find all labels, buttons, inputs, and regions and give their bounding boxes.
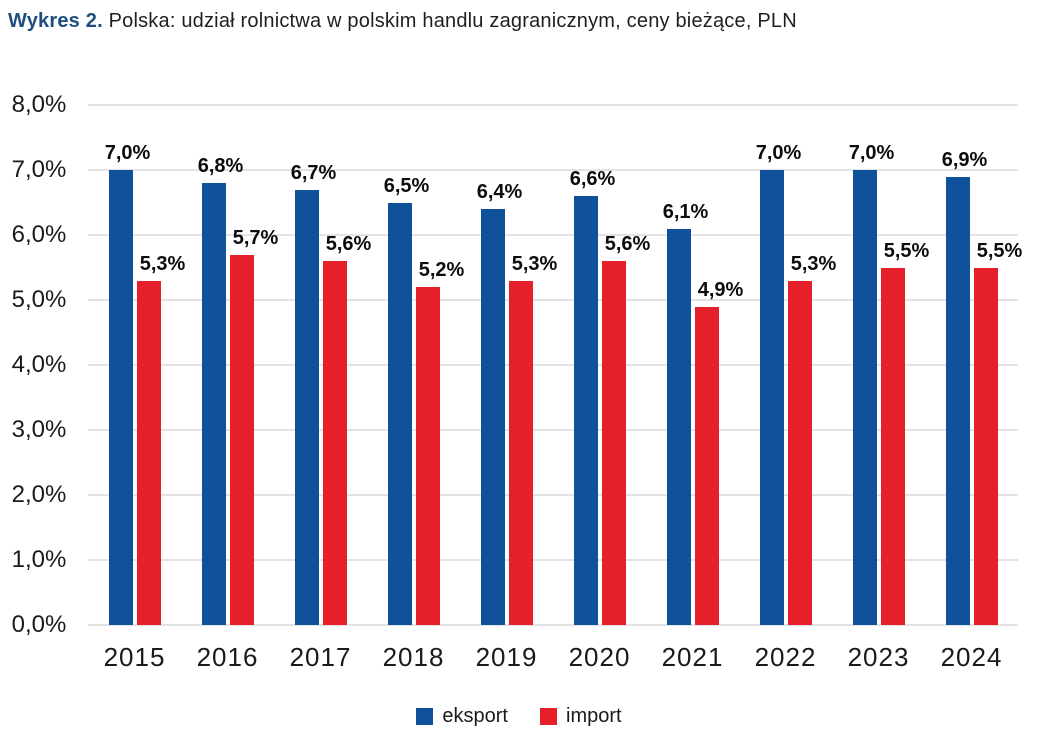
bar-value-label: 5,3% bbox=[139, 252, 186, 275]
x-tick-label-2016: 2016 bbox=[196, 642, 259, 672]
x-tick-label-2021: 2021 bbox=[661, 642, 724, 672]
y-tick-label: 0,0% bbox=[11, 611, 67, 638]
bar-value-label: 7,0% bbox=[848, 142, 895, 164]
legend-swatch-icon bbox=[540, 708, 557, 725]
bar-value-label: 5,6% bbox=[604, 233, 651, 255]
x-tick-label-2022: 2022 bbox=[754, 642, 817, 672]
bar-group-2018: 6,5% 5,2% bbox=[367, 105, 464, 625]
bar-import-2019: 5,3% bbox=[508, 253, 557, 625]
gridline bbox=[88, 364, 1018, 366]
bar-eksport-2017: 6,7% bbox=[291, 162, 336, 625]
legend-swatch-icon bbox=[416, 708, 434, 725]
bar-group-2015: 7,0% 5,3% bbox=[88, 105, 185, 625]
bar-group-2016: 6,8% 5,7% bbox=[181, 105, 278, 625]
bar-group-2021: 6,1% 4,9% bbox=[646, 105, 743, 625]
bar-value-label: 6,5% bbox=[383, 174, 430, 197]
legend: eksport import bbox=[0, 705, 1038, 728]
gridline bbox=[88, 104, 1018, 106]
legend-item-eksport: eksport bbox=[416, 705, 508, 728]
bar-import-2015: 5,3% bbox=[136, 253, 185, 625]
legend-label: import bbox=[566, 705, 622, 727]
y-tick-label: 6,0% bbox=[11, 221, 67, 248]
bar-import-2016: 5,7% bbox=[229, 227, 278, 625]
gridline bbox=[88, 559, 1018, 561]
bar-import-2024: 5,5% bbox=[973, 240, 1022, 625]
gridline bbox=[88, 169, 1018, 171]
gridline bbox=[88, 234, 1018, 236]
bar-group-2024: 6,9% 5,5% bbox=[925, 105, 1022, 625]
bar-import-2017: 5,6% bbox=[322, 233, 371, 625]
bar-value-label: 4,9% bbox=[697, 278, 744, 301]
gridline bbox=[88, 494, 1018, 496]
bar-eksport-2020: 6,6% bbox=[570, 168, 615, 625]
bar-eksport-2019: 6,4% bbox=[477, 181, 522, 625]
x-axis-labels: 2015 2016 2017 2018 2019 2020 2021 2022 2023 2024 bbox=[88, 642, 1018, 673]
bar-eksport-2021: 6,1% bbox=[663, 201, 708, 625]
bar-value-label: 6,1% bbox=[662, 200, 709, 223]
bar-group-2023: 7,0% 5,5% bbox=[832, 105, 929, 625]
x-tick-label-2020: 2020 bbox=[568, 642, 631, 672]
bar-import-2023: 5,5% bbox=[880, 240, 929, 625]
bar-group-2022: 7,0% 5,3% bbox=[739, 105, 836, 625]
chart-title: Wykres 2. Polska: udział rolnictwa w pol… bbox=[8, 10, 797, 33]
legend-item-import: import bbox=[540, 705, 622, 728]
y-tick-label: 3,0% bbox=[11, 416, 67, 443]
bar-value-label: 5,2% bbox=[418, 259, 465, 281]
x-tick-label-2024: 2024 bbox=[940, 642, 1003, 672]
y-tick-label: 1,0% bbox=[11, 546, 67, 573]
gridline bbox=[88, 429, 1018, 431]
bar-value-label: 7,0% bbox=[755, 142, 802, 164]
bar-eksport-2023: 7,0% bbox=[849, 142, 894, 625]
bar-eksport-2018: 6,5% bbox=[384, 175, 429, 625]
legend-label: eksport bbox=[442, 705, 508, 727]
bar-value-label: 6,7% bbox=[290, 161, 337, 184]
y-tick-label: 5,0% bbox=[11, 286, 67, 313]
x-tick-label-2019: 2019 bbox=[475, 642, 538, 672]
bar-value-label: 6,9% bbox=[941, 148, 988, 171]
x-tick-label-2018: 2018 bbox=[382, 642, 445, 672]
bar-value-label: 5,5% bbox=[883, 239, 930, 262]
chart-title-prefix: Wykres 2. bbox=[8, 10, 103, 32]
bar-group-2020: 6,6% 5,6% bbox=[553, 105, 650, 625]
bar-eksport-2022: 7,0% bbox=[756, 142, 801, 625]
gridline bbox=[88, 299, 1018, 301]
bar-import-2021: 4,9% bbox=[694, 279, 743, 625]
bar-import-2018: 5,2% bbox=[415, 259, 464, 625]
chart-title-text: Polska: udział rolnictwa w polskim handl… bbox=[108, 10, 797, 32]
bar-value-label: 6,4% bbox=[476, 181, 523, 203]
bar-value-label: 5,6% bbox=[325, 233, 372, 255]
bar-value-label: 5,5% bbox=[976, 239, 1023, 262]
bar-value-label: 6,6% bbox=[569, 168, 616, 190]
plot-area: 0,0% 1,0% 2,0% 3,0% 4,0% 5,0% 6,0% 7,0% 8,0% 7,0… bbox=[12, 91, 1023, 638]
y-tick-label: 4,0% bbox=[11, 351, 67, 378]
y-tick-label: 7,0% bbox=[11, 156, 67, 183]
x-tick-label-2015: 2015 bbox=[103, 642, 166, 672]
bar-import-2022: 5,3% bbox=[787, 253, 836, 625]
bar-group-2017: 6,7% 5,6% bbox=[274, 105, 371, 625]
bar-value-label: 5,3% bbox=[790, 252, 837, 275]
bar-value-label: 5,7% bbox=[232, 226, 279, 249]
x-tick-label-2023: 2023 bbox=[847, 642, 910, 672]
bar-value-label: 5,3% bbox=[511, 252, 558, 275]
x-tick-label-2017: 2017 bbox=[289, 642, 352, 672]
bar-value-label: 6,8% bbox=[197, 155, 244, 177]
bar-import-2020: 5,6% bbox=[601, 233, 650, 625]
gridline bbox=[88, 624, 1018, 626]
bar-eksport-2024: 6,9% bbox=[942, 149, 987, 625]
bar-value-label: 7,0% bbox=[104, 142, 151, 164]
y-tick-label: 8,0% bbox=[11, 91, 67, 118]
y-tick-label: 2,0% bbox=[11, 481, 67, 508]
bar-groups: 7,0% 5,3% 6,8% 5,7% 6,7% 5,6% 6,5% 5,2% 6,4% 5,3%… bbox=[88, 105, 1022, 625]
bar-eksport-2016: 6,8% bbox=[198, 155, 243, 625]
bar-group-2019: 6,4% 5,3% bbox=[460, 105, 557, 625]
bar-eksport-2015: 7,0% bbox=[105, 142, 150, 625]
